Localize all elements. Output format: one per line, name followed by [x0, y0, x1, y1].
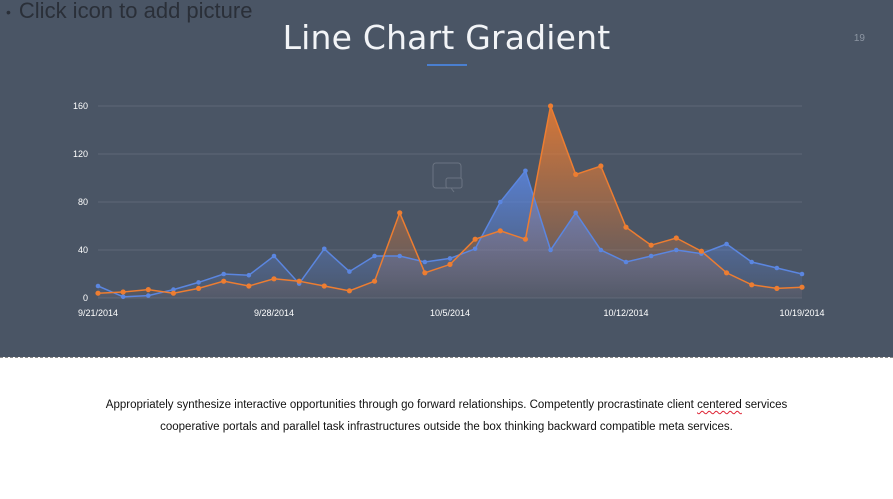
- series-area-1: [98, 170, 802, 298]
- data-point[interactable]: [598, 247, 604, 253]
- slide-title[interactable]: Line Chart Gradient: [282, 18, 611, 57]
- data-point[interactable]: [523, 168, 528, 174]
- picture-placeholder[interactable]: • Click icon to add picture: [6, 0, 252, 24]
- data-point[interactable]: [145, 287, 151, 293]
- data-point[interactable]: [271, 253, 277, 259]
- data-point[interactable]: [548, 247, 553, 253]
- data-point[interactable]: [497, 199, 503, 205]
- data-point[interactable]: [749, 282, 755, 288]
- data-point[interactable]: [321, 246, 327, 252]
- y-tick-label: 0: [83, 293, 88, 303]
- y-tick-label: 80: [78, 197, 88, 207]
- data-point[interactable]: [195, 285, 202, 291]
- data-point[interactable]: [497, 228, 503, 234]
- data-point[interactable]: [372, 253, 377, 259]
- notes-line-2: cooperative portals and parallel task in…: [160, 421, 733, 433]
- x-tick-label: 10/5/2014: [430, 308, 470, 318]
- data-point[interactable]: [698, 248, 705, 254]
- data-point[interactable]: [95, 290, 101, 296]
- data-point[interactable]: [246, 283, 252, 289]
- data-point[interactable]: [447, 256, 453, 261]
- speaker-notes[interactable]: Appropriately synthesize interactive opp…: [0, 394, 893, 438]
- data-point[interactable]: [221, 278, 227, 284]
- data-point[interactable]: [296, 278, 302, 284]
- spelling-flagged-word[interactable]: centered: [697, 399, 742, 411]
- x-tick-label: 9/21/2014: [78, 308, 118, 318]
- data-point[interactable]: [799, 271, 805, 277]
- data-point[interactable]: [673, 247, 679, 253]
- data-point[interactable]: [120, 289, 126, 295]
- data-point[interactable]: [221, 271, 227, 277]
- data-point[interactable]: [246, 272, 252, 278]
- data-point[interactable]: [723, 270, 730, 276]
- data-point[interactable]: [573, 171, 579, 177]
- data-point[interactable]: [623, 259, 629, 265]
- line-chart[interactable]: 0 40 80 120 160 9/21/2014 9/28/2014 10/5/2014 1…: [0, 0, 893, 357]
- data-point[interactable]: [145, 293, 151, 298]
- data-point[interactable]: [774, 285, 780, 291]
- slide-border: [0, 357, 893, 358]
- data-point[interactable]: [522, 236, 529, 242]
- notes-line-1: Appropriately synthesize interactive opp…: [0, 394, 893, 416]
- data-point[interactable]: [170, 290, 177, 296]
- data-point[interactable]: [171, 287, 176, 292]
- y-tick-label: 160: [73, 101, 88, 111]
- insert-chart-icon[interactable]: [432, 162, 463, 193]
- x-tick-label: 10/19/2014: [779, 308, 824, 318]
- data-point[interactable]: [472, 246, 478, 252]
- data-point[interactable]: [724, 241, 729, 247]
- data-point[interactable]: [346, 288, 353, 294]
- data-point[interactable]: [196, 280, 201, 285]
- data-point[interactable]: [95, 283, 101, 289]
- data-point[interactable]: [422, 259, 428, 265]
- notes-line-1-start: Appropriately synthesize interactive opp…: [105, 399, 698, 411]
- data-point[interactable]: [799, 284, 805, 290]
- data-point[interactable]: [648, 242, 654, 248]
- data-point[interactable]: [673, 235, 679, 241]
- data-point[interactable]: [321, 283, 327, 289]
- data-point[interactable]: [347, 269, 352, 274]
- data-point[interactable]: [573, 210, 579, 216]
- data-point[interactable]: [397, 210, 403, 216]
- data-point[interactable]: [623, 224, 629, 230]
- slide-number: 19: [853, 33, 865, 44]
- placeholder-text: Click icon to add picture: [18, 0, 253, 23]
- data-point[interactable]: [120, 294, 126, 300]
- title-underline: [427, 64, 467, 66]
- placeholder-bullet: •: [6, 4, 11, 21]
- data-point[interactable]: [749, 259, 755, 265]
- data-point[interactable]: [447, 261, 453, 267]
- data-point[interactable]: [774, 265, 780, 271]
- x-tick-label: 10/12/2014: [603, 308, 648, 318]
- data-point[interactable]: [472, 236, 478, 242]
- data-point[interactable]: [547, 103, 554, 109]
- data-point[interactable]: [271, 276, 277, 282]
- y-tick-label: 120: [73, 149, 88, 159]
- slide[interactable]: • Click icon to add picture Line Chart Gr…: [0, 0, 893, 357]
- series-area-2: [98, 106, 802, 298]
- y-tick-label: 40: [78, 245, 88, 255]
- data-point[interactable]: [598, 163, 604, 169]
- x-tick-label: 9/28/2014: [254, 308, 294, 318]
- data-point[interactable]: [422, 270, 428, 276]
- data-point[interactable]: [648, 253, 654, 259]
- notes-line-1-end: services: [741, 399, 788, 411]
- data-point[interactable]: [371, 278, 378, 284]
- data-point[interactable]: [397, 253, 403, 259]
